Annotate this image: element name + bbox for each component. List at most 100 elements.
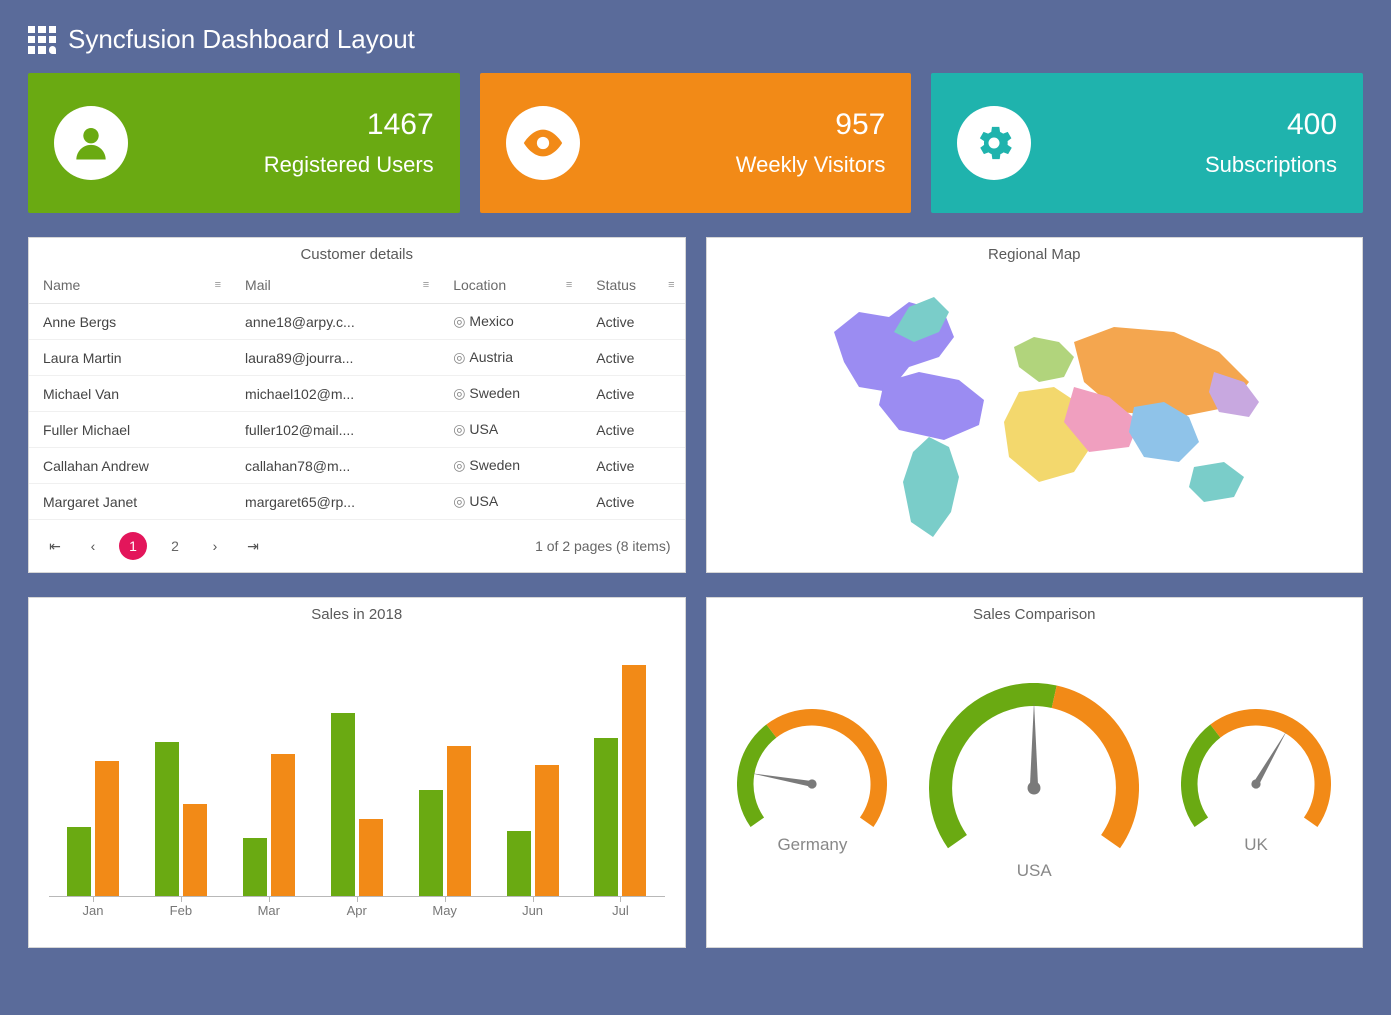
cell-status: Active xyxy=(582,484,684,520)
chart-bar xyxy=(507,831,531,896)
gauge-label: UK xyxy=(1181,835,1331,855)
table-row[interactable]: Anne Bergs anne18@arpy.c... ◎Mexico Acti… xyxy=(29,304,685,340)
location-pin-icon: ◎ xyxy=(453,457,465,473)
cell-name: Laura Martin xyxy=(29,340,231,376)
table-row[interactable]: Margaret Janet margaret65@rp... ◎USA Act… xyxy=(29,484,685,520)
pager-page-2[interactable]: 2 xyxy=(161,532,189,560)
panel-title: Customer details xyxy=(29,238,685,267)
chart-bar xyxy=(183,804,207,896)
x-axis-label: Mar xyxy=(240,903,298,918)
bar-group xyxy=(328,713,386,896)
cell-mail: anne18@arpy.c... xyxy=(231,304,439,340)
user-icon xyxy=(54,106,128,180)
chart-bar xyxy=(243,838,267,896)
x-axis-label: Feb xyxy=(152,903,210,918)
cell-mail: laura89@jourra... xyxy=(231,340,439,376)
cell-location: ◎Austria xyxy=(439,340,582,376)
sales-bar-chart: Jan Feb Mar Apr May Jun Jul xyxy=(29,627,685,947)
x-axis-label: Jul xyxy=(591,903,649,918)
chart-bar xyxy=(622,665,646,896)
filter-icon[interactable]: ≡ xyxy=(215,279,221,291)
pager-summary: 1 of 2 pages (8 items) xyxy=(535,538,670,554)
kpi-value: 1467 xyxy=(264,108,434,142)
table-row[interactable]: Callahan Andrew callahan78@m... ◎Sweden … xyxy=(29,448,685,484)
pager-next-button[interactable]: › xyxy=(203,534,227,558)
bar-group xyxy=(504,765,562,896)
regional-map-panel: Regional Map xyxy=(706,237,1364,573)
location-pin-icon: ◎ xyxy=(453,349,465,365)
cell-location: ◎Sweden xyxy=(439,448,582,484)
x-axis-label: Jan xyxy=(64,903,122,918)
chart-bar xyxy=(67,827,91,896)
pager-prev-button[interactable]: ‹ xyxy=(81,534,105,558)
kpi-label: Subscriptions xyxy=(1205,152,1337,178)
gauge-row: Germany USA UK xyxy=(707,627,1363,947)
x-axis-label: Apr xyxy=(328,903,386,918)
kpi-card: 957 Weekly Visitors xyxy=(480,73,912,213)
location-pin-icon: ◎ xyxy=(453,421,465,437)
customer-table: Name≡Mail≡Location≡Status≡ Anne Bergs an… xyxy=(29,267,685,520)
cell-location: ◎USA xyxy=(439,412,582,448)
page-title: Syncfusion Dashboard Layout xyxy=(68,24,415,55)
table-row[interactable]: Fuller Michael fuller102@mail.... ◎USA A… xyxy=(29,412,685,448)
chart-bar xyxy=(95,761,119,896)
kpi-label: Registered Users xyxy=(264,152,434,178)
page-header: Syncfusion Dashboard Layout xyxy=(28,24,1363,55)
panel-title: Sales in 2018 xyxy=(29,598,685,627)
filter-icon[interactable]: ≡ xyxy=(668,279,674,291)
cell-mail: callahan78@m... xyxy=(231,448,439,484)
table-row[interactable]: Laura Martin laura89@jourra... ◎Austria … xyxy=(29,340,685,376)
cell-mail: margaret65@rp... xyxy=(231,484,439,520)
cell-status: Active xyxy=(582,304,684,340)
kpi-value: 957 xyxy=(736,108,886,142)
cell-name: Callahan Andrew xyxy=(29,448,231,484)
world-map xyxy=(707,267,1363,557)
gauge: UK xyxy=(1181,709,1331,856)
table-header[interactable]: Name≡ xyxy=(29,267,231,304)
cell-name: Michael Van xyxy=(29,376,231,412)
bar-group xyxy=(591,665,649,896)
eye-icon xyxy=(506,106,580,180)
cell-status: Active xyxy=(582,412,684,448)
bar-group xyxy=(240,754,298,896)
app-grid-icon xyxy=(28,26,56,54)
filter-icon[interactable]: ≡ xyxy=(566,279,572,291)
kpi-value: 400 xyxy=(1205,108,1337,142)
bar-group xyxy=(152,742,210,896)
pager-first-button[interactable]: ⇤ xyxy=(43,534,67,558)
gauge-label: USA xyxy=(929,861,1139,881)
cell-name: Margaret Janet xyxy=(29,484,231,520)
filter-icon[interactable]: ≡ xyxy=(423,279,429,291)
cell-location: ◎Mexico xyxy=(439,304,582,340)
cell-name: Fuller Michael xyxy=(29,412,231,448)
table-header[interactable]: Location≡ xyxy=(439,267,582,304)
chart-bar xyxy=(331,713,355,896)
location-pin-icon: ◎ xyxy=(453,385,465,401)
panel-title: Regional Map xyxy=(707,238,1363,267)
kpi-card: 400 Subscriptions xyxy=(931,73,1363,213)
table-pager: ⇤ ‹ 1 2 › ⇥ 1 of 2 pages (8 items) xyxy=(29,520,685,572)
gauge: USA xyxy=(929,683,1139,881)
x-axis-label: May xyxy=(416,903,474,918)
pager-last-button[interactable]: ⇥ xyxy=(241,534,265,558)
table-row[interactable]: Michael Van michael102@m... ◎Sweden Acti… xyxy=(29,376,685,412)
chart-bar xyxy=(155,742,179,896)
cell-location: ◎USA xyxy=(439,484,582,520)
sales-chart-panel: Sales in 2018 Jan Feb Mar Apr May Jun Jul xyxy=(28,597,686,948)
chart-bar xyxy=(419,790,443,896)
location-pin-icon: ◎ xyxy=(453,493,465,509)
location-pin-icon: ◎ xyxy=(453,313,465,329)
kpi-label: Weekly Visitors xyxy=(736,152,886,178)
chart-bar xyxy=(271,754,295,896)
chart-bar xyxy=(594,738,618,896)
cell-mail: fuller102@mail.... xyxy=(231,412,439,448)
table-header[interactable]: Mail≡ xyxy=(231,267,439,304)
gauge-label: Germany xyxy=(737,835,887,855)
gear-icon xyxy=(957,106,1031,180)
x-axis-label: Jun xyxy=(504,903,562,918)
chart-bar xyxy=(447,746,471,896)
cell-mail: michael102@m... xyxy=(231,376,439,412)
pager-page-1[interactable]: 1 xyxy=(119,532,147,560)
table-header[interactable]: Status≡ xyxy=(582,267,684,304)
kpi-card: 1467 Registered Users xyxy=(28,73,460,213)
